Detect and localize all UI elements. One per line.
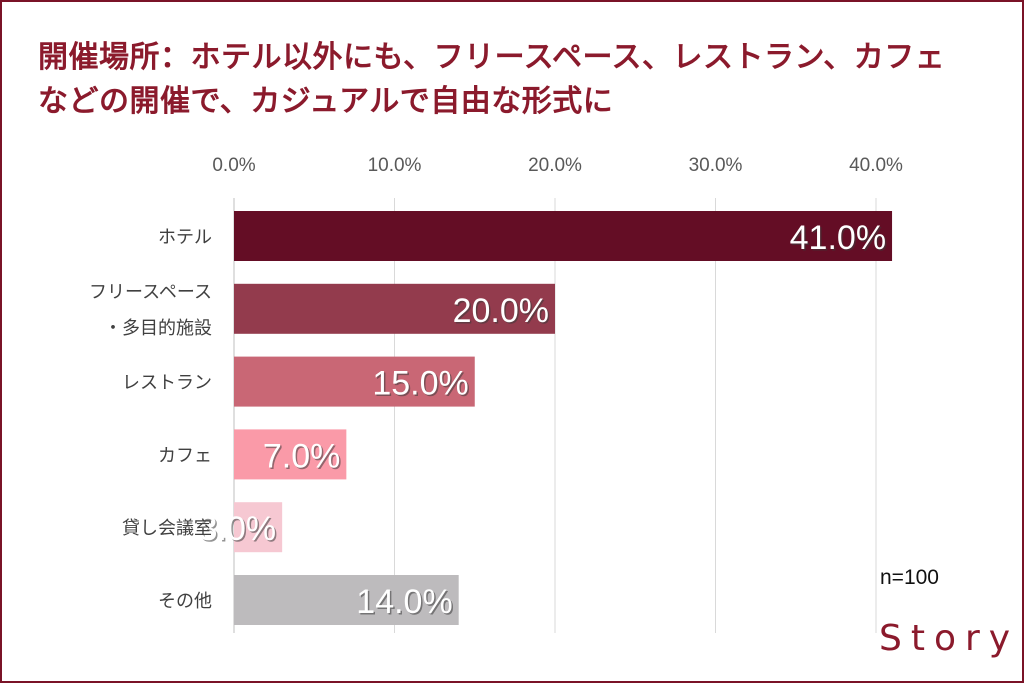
title-line-1: 開催場所：ホテル以外にも、フリースペース、レストラン、カフェ [38,40,946,75]
x-tick-label: 20.0% [528,155,582,176]
category-label: その他 [158,591,212,612]
bar [234,429,347,480]
data-label: 20.0% [453,292,549,330]
bar [234,502,283,553]
category-label: ホテル [158,227,212,248]
data-label: 7.0% [263,437,341,475]
data-label: 3.0% [199,510,277,548]
x-tick-label: 10.0% [368,155,422,176]
x-tick-label: 30.0% [689,155,743,176]
data-label-shadow: 20.0% [454,293,550,331]
data-label-shadow: 41.0% [791,221,887,259]
title-line-2: などの開催で、カジュアルで自由な形式に [38,84,614,119]
category-label: ・多目的施設 [104,318,212,339]
data-label: 41.0% [790,219,886,257]
category-label: レストラン [122,373,212,394]
bar [234,283,555,334]
x-tick-label: 40.0% [849,155,903,176]
bar [234,356,475,407]
data-label: 15.0% [372,365,468,403]
data-label-shadow: 14.0% [358,585,454,623]
data-label-shadow: 7.0% [264,439,342,477]
data-label-shadow: 3.0% [200,512,278,550]
x-tick-label: 0.0% [212,155,255,176]
chart-title: 開催場所：ホテル以外にも、フリースペース、レストラン、カフェ などの開催で、カジ… [38,36,998,124]
data-label-shadow: 15.0% [374,366,470,404]
category-label: フリースペース [89,282,212,303]
bar [234,211,893,261]
category-label: 貸し会議室 [122,518,212,539]
sample-size-label: n=100 [880,566,939,589]
data-label: 14.0% [356,583,452,621]
category-label: カフェ [158,445,212,466]
story-logo: Story [879,618,1020,659]
bar [234,575,459,625]
